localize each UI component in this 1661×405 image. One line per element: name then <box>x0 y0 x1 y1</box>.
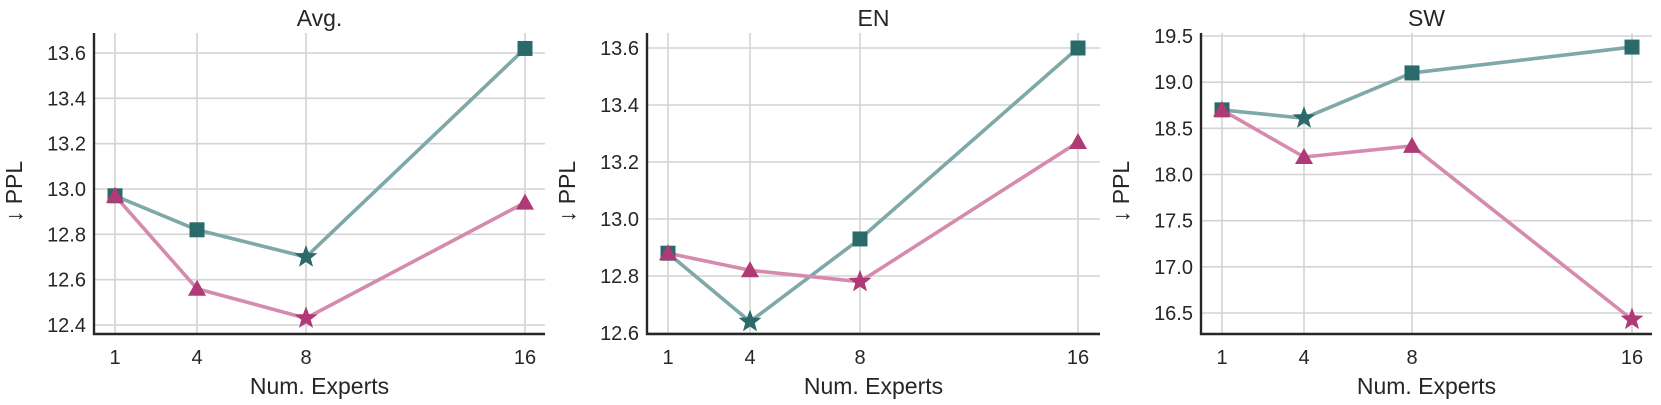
panel-title: Avg. <box>297 5 343 31</box>
x-tick-label: 8 <box>1406 347 1417 369</box>
y-tick-label: 13.6 <box>600 38 639 60</box>
star-marker-icon <box>294 306 318 328</box>
y-tick-label: 19.5 <box>1154 26 1193 48</box>
y-tick-label: 12.6 <box>600 323 639 345</box>
chart-panel-avg: 12.4 12.6 12.8 13.0 13.2 13.4 13.6 1 4 8 16 Avg. Num… <box>1 5 545 399</box>
x-axis-label: Num. Experts <box>1357 373 1496 399</box>
square-marker-icon <box>852 231 868 247</box>
y-tick-label: 12.6 <box>47 270 86 292</box>
y-tick-label: 13.4 <box>47 88 86 110</box>
panel-title: EN <box>858 5 890 31</box>
y-tick-label: 13.0 <box>600 209 639 231</box>
chart-panel-sw: 16.5 17.0 17.5 18.0 18.5 19.0 19.5 1 4 8 16 SW Num. … <box>1108 5 1652 399</box>
x-tick-label: 4 <box>191 347 202 369</box>
x-axis-label: Num. Experts <box>804 373 943 399</box>
y-tick-label: 12.8 <box>600 266 639 288</box>
x-axis-label: Num. Experts <box>250 373 389 399</box>
x-tick-label: 1 <box>1216 347 1227 369</box>
triangle-marker-icon <box>1295 147 1313 164</box>
y-tick-label: 19.0 <box>1154 72 1193 94</box>
triangle-marker-icon <box>516 193 534 210</box>
y-axis-label: ↓ PPL <box>554 161 580 223</box>
panel-title: SW <box>1408 5 1445 31</box>
series-pink-line <box>667 140 1079 284</box>
square-marker-icon <box>1624 39 1640 55</box>
triangle-marker-icon <box>659 244 677 261</box>
star-marker-icon <box>738 309 762 332</box>
triangle-marker-icon <box>741 261 759 278</box>
triangle-marker-icon <box>1403 136 1421 153</box>
y-tick-label: 16.5 <box>1154 303 1193 325</box>
square-marker-icon <box>189 222 205 238</box>
star-marker-icon <box>1620 307 1644 330</box>
y-tick-label: 18.5 <box>1154 118 1193 140</box>
series-teal-line <box>1221 45 1633 120</box>
square-marker-icon <box>1404 65 1420 81</box>
series-teal-line <box>666 46 1080 324</box>
square-marker-icon <box>1070 40 1086 56</box>
x-tick-label: 16 <box>1621 347 1643 369</box>
x-tick-label: 16 <box>1067 347 1089 369</box>
y-tick-label: 13.0 <box>47 179 86 201</box>
y-tick-label: 13.4 <box>600 95 639 117</box>
x-tick-label: 16 <box>514 347 536 369</box>
series-teal-line <box>114 47 527 259</box>
y-tick-label: 13.2 <box>47 134 86 156</box>
star-marker-icon <box>1292 106 1316 128</box>
x-tick-label: 8 <box>300 347 311 369</box>
triangle-marker-icon <box>106 186 124 203</box>
series-pink-line <box>1221 108 1634 321</box>
y-axis-label: ↓ PPL <box>1108 161 1134 223</box>
y-tick-label: 12.8 <box>47 224 86 246</box>
square-marker-icon <box>517 40 533 56</box>
y-tick-label: 17.0 <box>1154 257 1193 279</box>
y-tick-label: 12.4 <box>47 315 86 337</box>
triangle-marker-icon <box>1213 100 1231 117</box>
y-tick-label: 17.5 <box>1154 211 1193 233</box>
star-marker-icon <box>848 269 872 292</box>
y-tick-label: 13.6 <box>47 43 86 65</box>
x-tick-label: 4 <box>1298 347 1309 369</box>
x-tick-label: 4 <box>744 347 755 369</box>
triangle-marker-icon <box>188 279 206 296</box>
x-tick-label: 1 <box>109 347 120 369</box>
series-pink-line <box>113 194 526 321</box>
chart-panel-en: 12.6 12.8 13.0 13.2 13.4 13.6 1 4 8 16 EN Num. Expe… <box>554 5 1100 399</box>
triangle-marker-icon <box>1069 133 1087 150</box>
y-tick-label: 18.0 <box>1154 165 1193 187</box>
y-axis-label: ↓ PPL <box>1 161 27 223</box>
x-tick-label: 1 <box>662 347 673 369</box>
y-tick-label: 13.2 <box>600 152 639 174</box>
x-tick-label: 8 <box>854 347 865 369</box>
star-marker-icon <box>294 245 318 267</box>
